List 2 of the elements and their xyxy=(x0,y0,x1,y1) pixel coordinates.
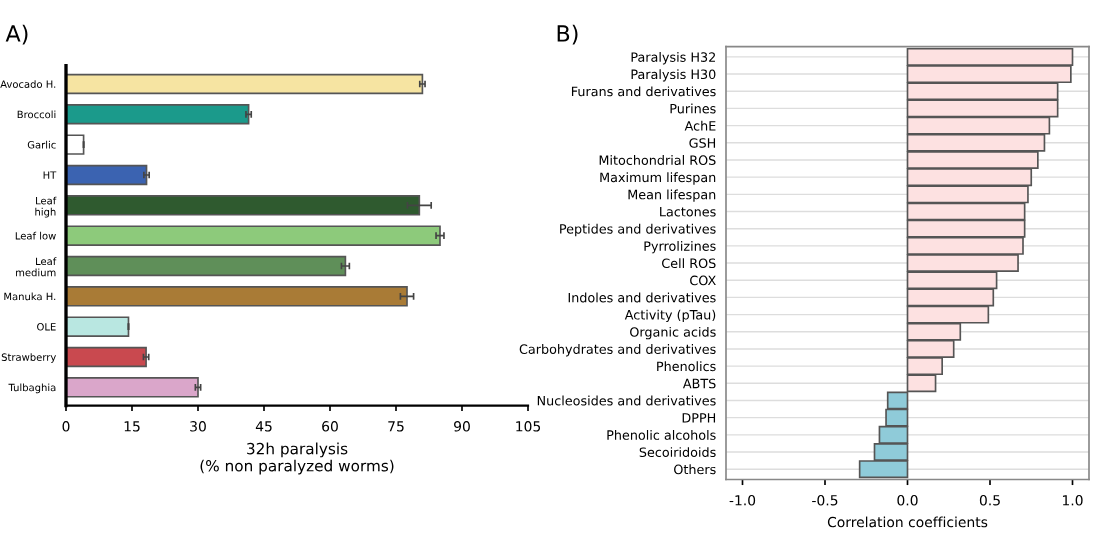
chart-title: A) xyxy=(5,24,28,45)
chart-title: B) xyxy=(557,24,578,45)
